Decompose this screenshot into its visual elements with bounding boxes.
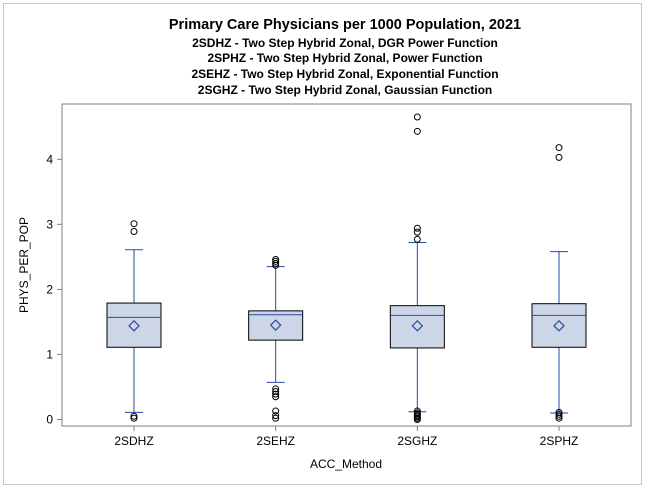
outlier-point — [272, 414, 280, 422]
outlier-point — [555, 153, 563, 161]
outlier-point — [130, 220, 138, 228]
interquartile-box — [531, 303, 587, 348]
x-axis-title: ACC_Method — [310, 457, 382, 471]
outlier-point — [413, 409, 421, 417]
box-2sdhz — [106, 220, 162, 422]
chart-subtitle-3: 2SEHZ - Two Step Hybrid Zonal, Exponenti… — [191, 67, 498, 81]
chart-subtitle-1: 2SDHZ - Two Step Hybrid Zonal, DGR Power… — [192, 36, 498, 50]
x-tick-label: 2SDHZ — [114, 434, 153, 448]
x-tick-label: 2SPHZ — [540, 434, 579, 448]
outlier-point — [555, 144, 563, 152]
outlier-point — [272, 257, 280, 265]
y-axis: 0 1 2 3 4 — [46, 152, 62, 426]
outlier-point — [413, 235, 421, 243]
interquartile-box — [106, 302, 162, 348]
outlier-point — [413, 113, 421, 121]
mean-marker — [553, 319, 565, 332]
outlier-point — [555, 410, 563, 418]
outlier-point — [272, 412, 280, 420]
mean-marker — [128, 319, 140, 332]
chart-subtitle-4: 2SGHZ - Two Step Hybrid Zonal, Gaussian … — [198, 83, 492, 97]
chart-title: Primary Care Physicians per 1000 Populat… — [169, 17, 521, 33]
outlier-point — [272, 255, 280, 263]
box-2sehz — [248, 255, 304, 422]
interquartile-box — [389, 305, 445, 349]
outlier-point — [272, 259, 280, 267]
outlier-point — [272, 393, 280, 401]
y-axis-title: PHYS_PER_POP — [17, 217, 31, 313]
chart-frame — [3, 3, 642, 485]
box-2sphz — [531, 144, 587, 422]
outlier-point — [413, 407, 421, 415]
outlier-point — [413, 224, 421, 232]
outlier-point — [413, 228, 421, 236]
mean-marker — [269, 319, 282, 332]
outlier-point — [272, 388, 280, 396]
box-2sghz — [389, 113, 445, 423]
outlier-point — [555, 408, 563, 416]
x-axis: 2SDHZ 2SEHZ 2SGHZ 2SPHZ — [114, 426, 578, 448]
outlier-point — [555, 412, 563, 420]
y-tick-label: 3 — [46, 217, 53, 231]
outlier-point — [272, 407, 280, 415]
outlier-point — [130, 412, 138, 420]
y-tick-label: 0 — [46, 412, 53, 426]
plot-area — [61, 103, 632, 427]
outlier-point — [413, 127, 421, 135]
outlier-point — [272, 390, 280, 398]
x-tick-label: 2SGHZ — [397, 434, 437, 448]
outlier-point — [272, 385, 280, 393]
interquartile-box — [248, 310, 304, 341]
outlier-point — [130, 227, 138, 235]
y-tick-label: 1 — [46, 347, 53, 361]
chart-subtitle-2: 2SPHZ - Two Step Hybrid Zonal, Power Fun… — [207, 51, 482, 65]
x-tick-label: 2SEHZ — [256, 434, 295, 448]
y-tick-label: 4 — [46, 152, 53, 166]
box-series — [106, 113, 587, 423]
y-tick-label: 2 — [46, 282, 53, 296]
mean-marker — [411, 319, 424, 332]
outlier-point — [130, 414, 138, 422]
